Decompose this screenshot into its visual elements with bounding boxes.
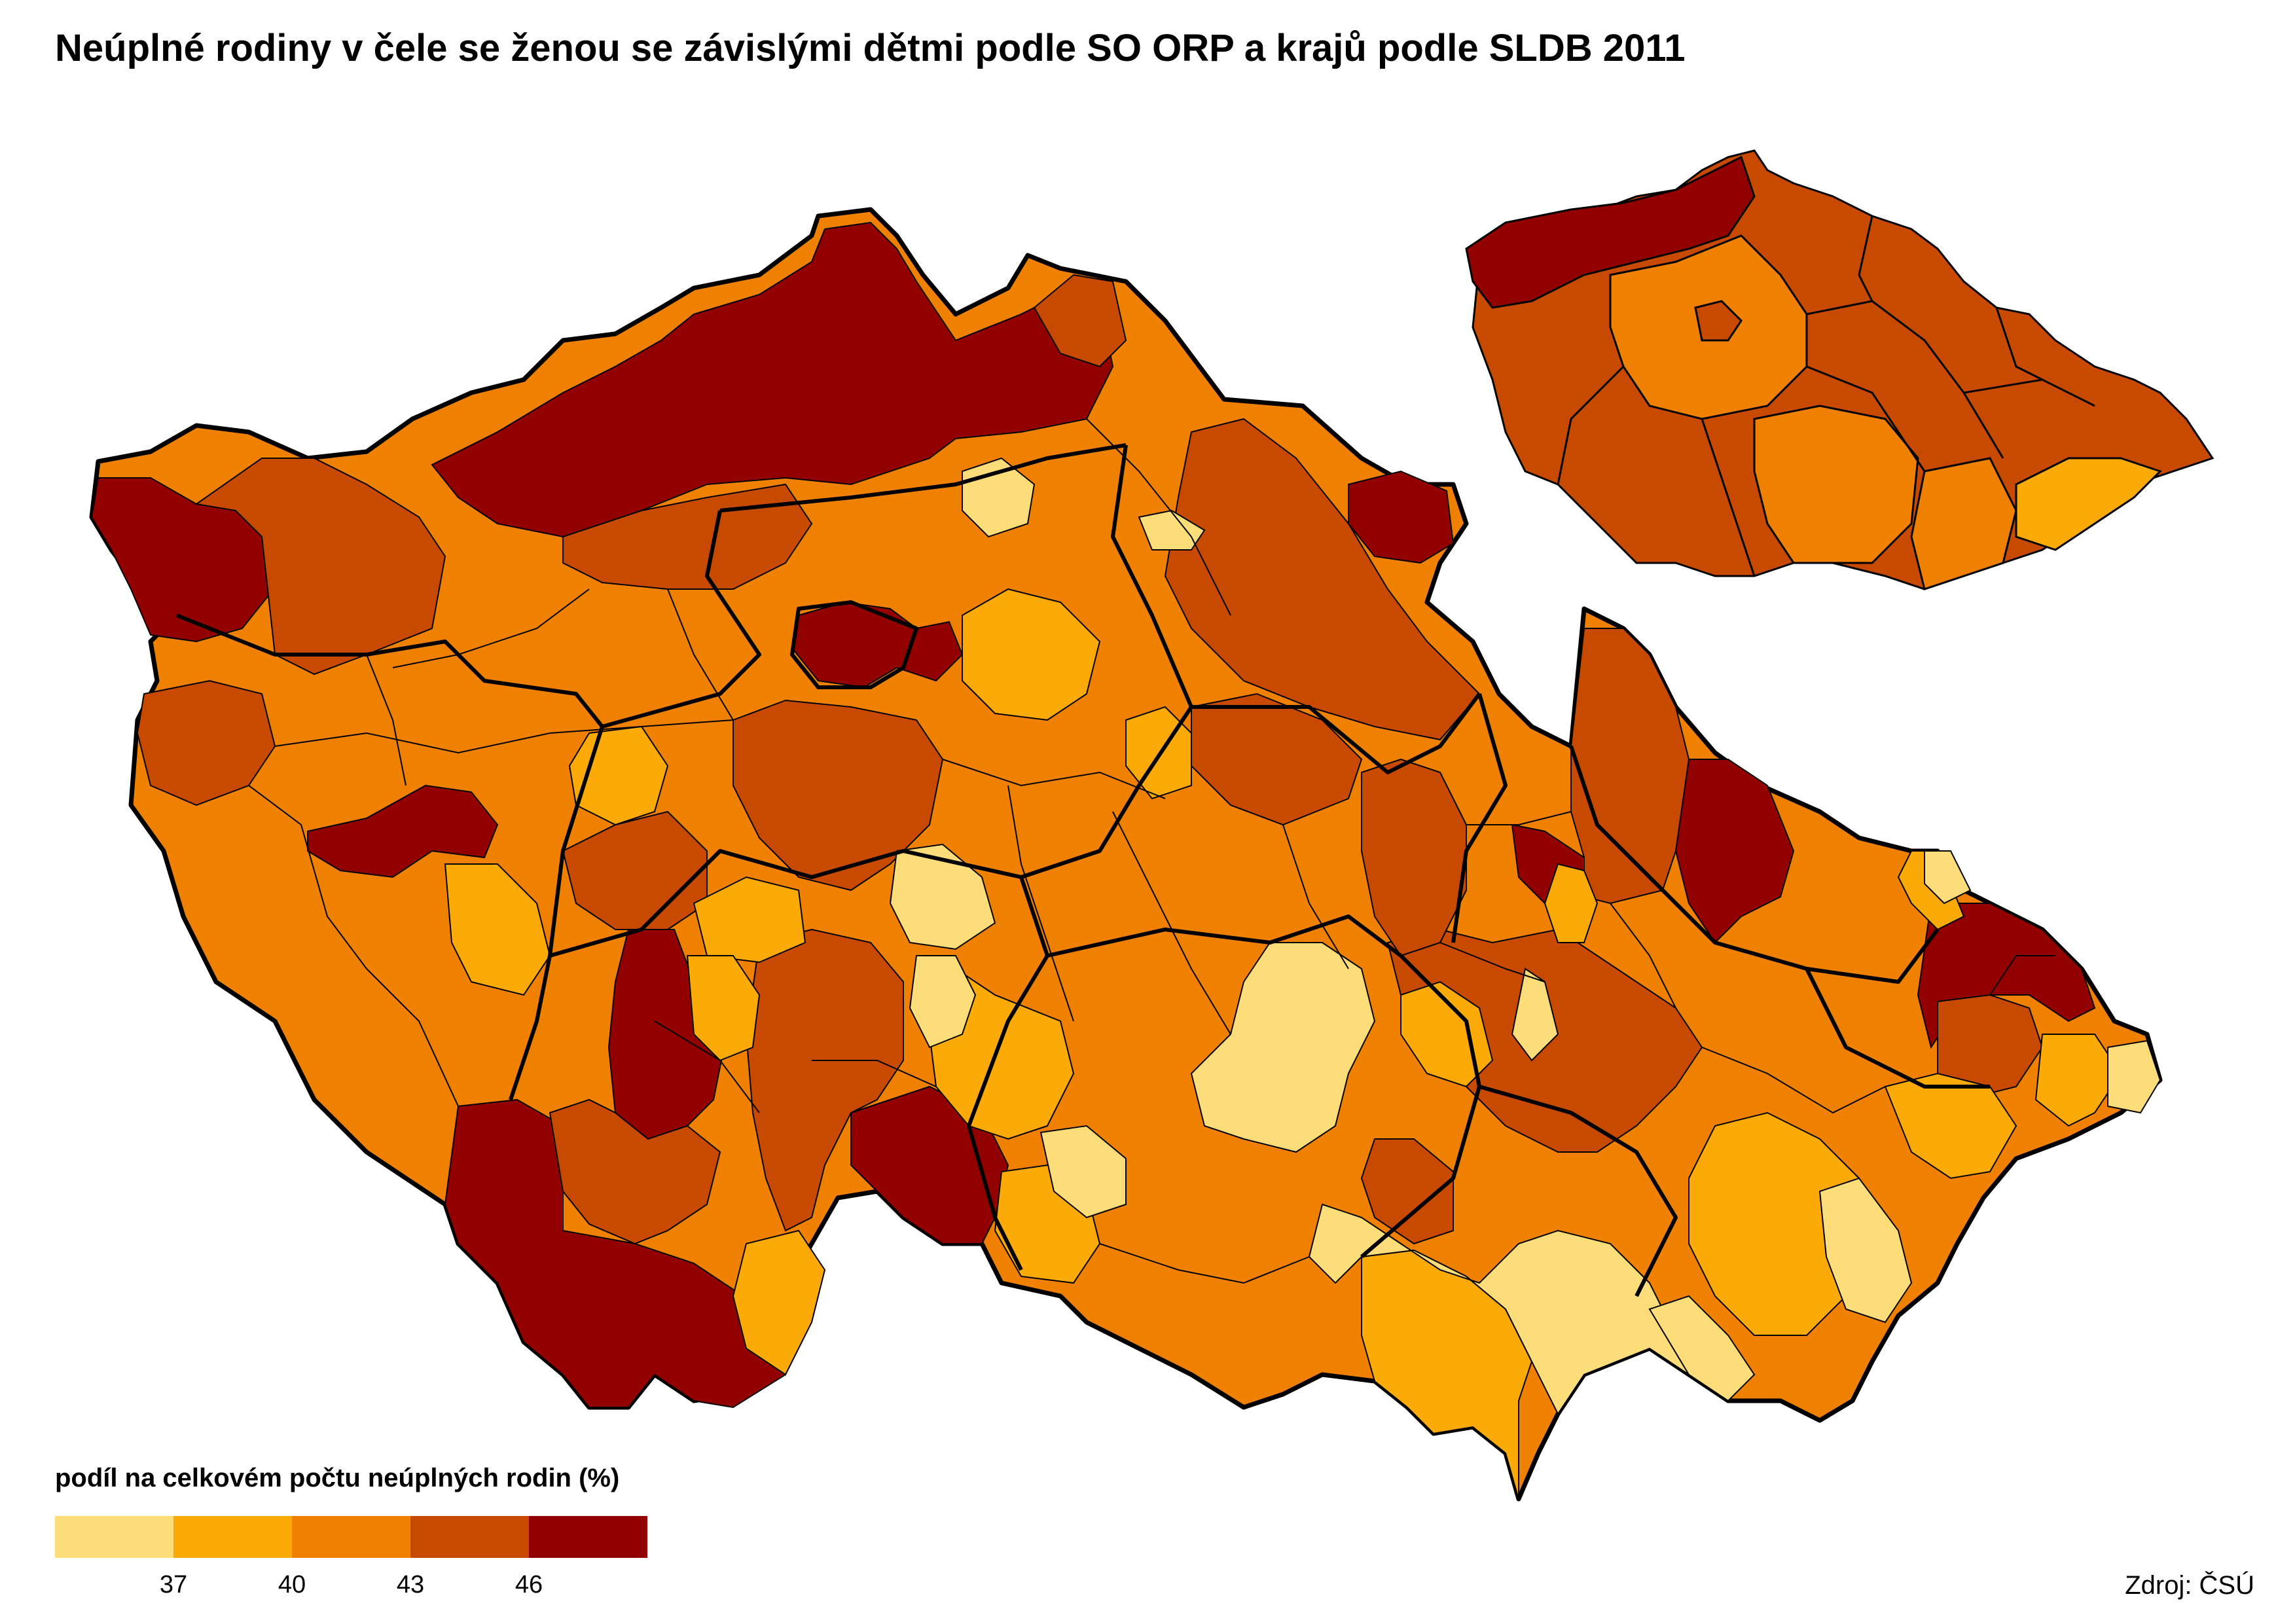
region-karlovy-vary — [194, 458, 446, 676]
region-strakonice — [549, 1098, 721, 1245]
region-liberec — [1033, 274, 1127, 368]
region-central-bohemia-south — [732, 699, 944, 892]
legend-swatch-1 — [55, 1516, 173, 1558]
region-north-light-2 — [1138, 509, 1206, 550]
class4-regions — [136, 274, 2044, 1245]
region-east-light-2 — [1924, 850, 1972, 905]
region-vyskov — [1544, 863, 1599, 943]
region-plzen-south — [444, 863, 551, 996]
region-hodonin-light — [1648, 1295, 1756, 1402]
region-dacice — [1039, 1125, 1127, 1219]
inset-prague — [1694, 300, 1743, 342]
region-brno-south — [1360, 1138, 1454, 1245]
inset-vysocina — [1753, 405, 1919, 564]
district-borders — [248, 418, 2055, 1284]
region-south-bohemia-east — [745, 928, 904, 1232]
map-title: Neúplné rodiny v čele se ženou se závisl… — [55, 27, 1686, 69]
inset-south-moravia — [1910, 457, 2017, 590]
legend-swatch-4 — [410, 1516, 529, 1558]
region-ostrava — [1917, 903, 2096, 1049]
source-note: Zdroj: ČSÚ — [2125, 1571, 2254, 1600]
region-novy-jicin — [2034, 1034, 2122, 1127]
kraj-borders — [175, 443, 1990, 1297]
region-central-amber — [962, 588, 1101, 721]
legend-swatch-5 — [529, 1516, 647, 1558]
region-uherske-light — [1818, 1177, 1913, 1324]
region-pardubice — [1191, 693, 1363, 826]
region-north-west — [562, 483, 813, 590]
region-prague-ring — [791, 601, 964, 689]
class1-regions — [889, 457, 2161, 1415]
class5-regions — [90, 221, 2096, 1409]
region-vsetin — [1884, 1072, 2017, 1180]
legend-tick: 43 — [396, 1571, 425, 1598]
class2-regions — [444, 588, 2122, 1500]
region-zlin — [1688, 1111, 1873, 1336]
region-brno-light — [1308, 1203, 1690, 1415]
legend-swatch-3 — [292, 1516, 410, 1558]
inset-zlin — [2015, 457, 2162, 551]
region-ceske-budejovice — [732, 1229, 826, 1376]
region-pelhrimov — [909, 955, 977, 1049]
region-southwest — [444, 1098, 800, 1409]
legend-swatch-2 — [173, 1516, 292, 1558]
region-west-center — [307, 784, 499, 878]
region-brno-east — [1400, 981, 1494, 1088]
region-hradec — [1164, 418, 1481, 741]
inset-lines — [1557, 215, 2095, 577]
region-east-light-1 — [1511, 967, 1559, 1062]
legend-tick: 37 — [159, 1571, 188, 1598]
region-east-vertical — [1674, 759, 1795, 944]
region-northeast-knot — [1348, 470, 1455, 564]
legend-tick: 46 — [515, 1571, 543, 1598]
region-kutna — [889, 843, 996, 950]
inset-north-west — [1465, 155, 1756, 309]
legend-bar — [55, 1516, 647, 1558]
inset-map — [1465, 149, 2214, 590]
region-vysocina-north — [1361, 758, 1467, 957]
region-east-tip-light — [2107, 1039, 2161, 1114]
legend-tick: 40 — [278, 1571, 306, 1598]
legend-title: podíl na celkovém počtu neúplných rodin … — [55, 1464, 620, 1492]
region-olomouc — [1570, 628, 1690, 905]
region-tabor-west — [686, 955, 761, 1062]
